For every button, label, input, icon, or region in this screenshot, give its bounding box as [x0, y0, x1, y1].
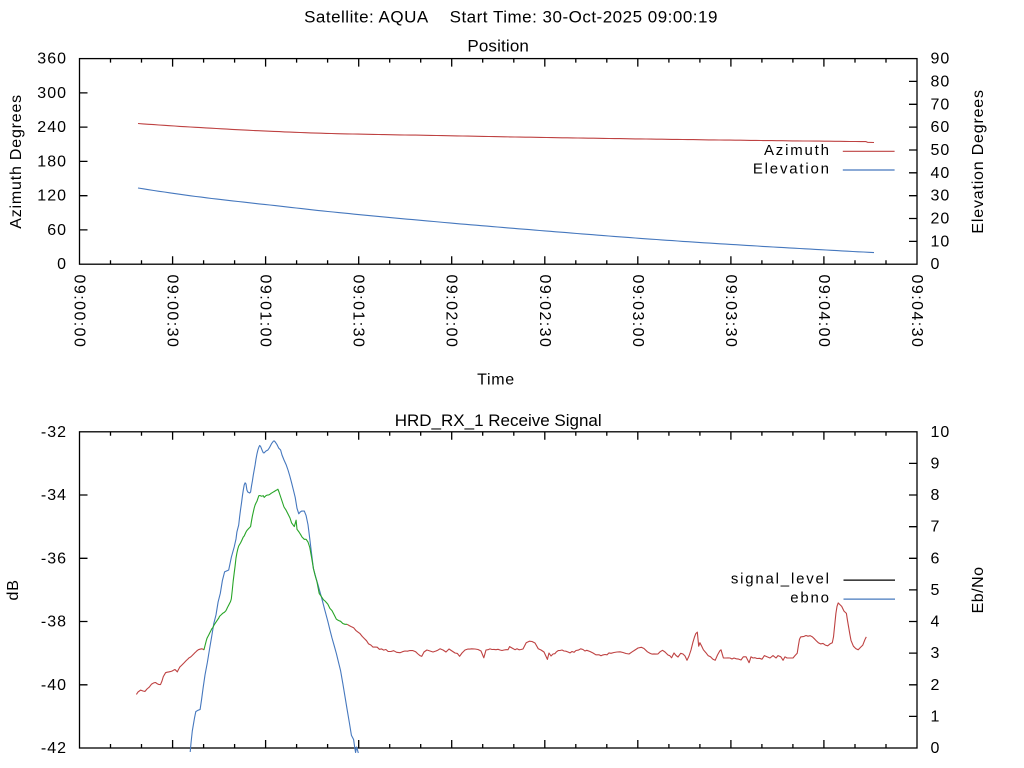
- svg-text:09:02:00: 09:02:00: [443, 275, 460, 349]
- svg-text:180: 180: [37, 153, 67, 170]
- svg-text:8: 8: [931, 487, 941, 504]
- svg-text:1: 1: [931, 708, 941, 725]
- svg-text:50: 50: [931, 142, 951, 159]
- svg-text:Satellite: AQUA Start Time:: Satellite: AQUA Start Time: 30-Oct-2025 …: [304, 7, 718, 26]
- svg-text:Elevation Degrees: Elevation Degrees: [970, 89, 987, 233]
- svg-text:-40: -40: [41, 677, 67, 694]
- svg-text:40: 40: [931, 165, 951, 182]
- svg-text:09:01:30: 09:01:30: [350, 275, 367, 349]
- svg-text:0: 0: [57, 256, 67, 273]
- svg-text:dB: dB: [5, 579, 22, 600]
- svg-text:80: 80: [931, 73, 951, 90]
- svg-text:20: 20: [931, 211, 951, 228]
- svg-text:300: 300: [37, 85, 67, 102]
- svg-text:09:03:00: 09:03:00: [629, 275, 646, 349]
- svg-text:60: 60: [931, 119, 951, 136]
- svg-text:Azimuth Degrees: Azimuth Degrees: [8, 94, 25, 229]
- svg-text:HRD_RX_1 Receive Signal: HRD_RX_1 Receive Signal: [395, 411, 602, 430]
- svg-text:10: 10: [931, 424, 951, 441]
- svg-text:90: 90: [931, 51, 951, 68]
- svg-text:240: 240: [37, 119, 67, 136]
- svg-text:360: 360: [37, 51, 67, 68]
- svg-text:4: 4: [931, 614, 941, 631]
- svg-text:09:00:30: 09:00:30: [164, 275, 181, 349]
- svg-text:7: 7: [931, 519, 941, 536]
- svg-text:Elevation: Elevation: [753, 160, 831, 177]
- svg-text:09:02:30: 09:02:30: [536, 275, 553, 349]
- svg-text:09:01:00: 09:01:00: [257, 275, 274, 349]
- svg-text:09:04:30: 09:04:30: [908, 275, 925, 349]
- svg-text:-36: -36: [41, 550, 67, 567]
- svg-text:9: 9: [931, 455, 941, 472]
- svg-text:ebno: ebno: [790, 590, 831, 607]
- svg-text:09:04:00: 09:04:00: [815, 275, 832, 349]
- svg-text:120: 120: [37, 188, 67, 205]
- svg-text:-42: -42: [41, 740, 67, 757]
- svg-text:3: 3: [931, 645, 941, 662]
- svg-text:Position: Position: [467, 37, 529, 56]
- svg-text:-34: -34: [41, 487, 67, 504]
- svg-text:0: 0: [931, 740, 941, 757]
- svg-text:6: 6: [931, 550, 941, 567]
- svg-text:Eb/No: Eb/No: [970, 566, 987, 613]
- svg-text:10: 10: [931, 233, 951, 250]
- svg-text:-38: -38: [41, 614, 67, 631]
- svg-text:Time: Time: [477, 371, 515, 388]
- svg-text:signal_level: signal_level: [731, 571, 831, 588]
- svg-text:2: 2: [931, 677, 941, 694]
- svg-text:Azimuth: Azimuth: [764, 142, 831, 159]
- svg-text:30: 30: [931, 188, 951, 205]
- svg-text:-32: -32: [41, 424, 67, 441]
- svg-text:60: 60: [47, 222, 67, 239]
- svg-text:09:03:30: 09:03:30: [722, 275, 739, 349]
- svg-text:5: 5: [931, 582, 941, 599]
- svg-text:0: 0: [931, 256, 941, 273]
- svg-text:09:00:00: 09:00:00: [71, 275, 88, 349]
- svg-text:70: 70: [931, 96, 951, 113]
